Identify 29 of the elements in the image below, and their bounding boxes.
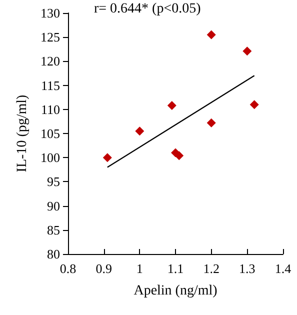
x-tick-label: 0.8 [60, 261, 76, 276]
point [167, 101, 176, 110]
y-tick-label: 80 [47, 246, 60, 262]
annotation: r= 0.644* (p<0.05) [94, 2, 202, 16]
x-tick-label: 1.2 [203, 261, 220, 276]
x-tick-label: 1.3 [239, 261, 256, 276]
point [206, 118, 216, 128]
x-tick-label: 1 [136, 261, 143, 276]
y-tick-label: 85 [47, 222, 60, 238]
point [250, 100, 259, 110]
x-tick-label: 1.1 [167, 261, 184, 276]
point [135, 126, 144, 136]
y-tick-label: 120 [40, 54, 60, 69]
y-axis-title: IL-10 (pg/ml) [15, 94, 30, 172]
point [102, 153, 112, 162]
x-tick-label: 0.9 [96, 261, 112, 276]
y-tick-label: 100 [40, 150, 60, 166]
y-tick-label: 105 [40, 126, 60, 141]
y-tick-label: 90 [47, 198, 60, 214]
y-tick-label: 95 [47, 174, 60, 190]
y-tick-label: 125 [40, 30, 60, 45]
x-tick-label: 1.4 [274, 261, 292, 276]
point [174, 151, 184, 160]
x-axis-title: Apelin (ng/ml) [134, 284, 218, 298]
y-tick-label: 115 [40, 78, 60, 93]
y-tick-label: 130 [40, 6, 60, 20]
point [242, 46, 252, 56]
y-tick-label: 110 [40, 102, 60, 117]
point [206, 30, 216, 40]
